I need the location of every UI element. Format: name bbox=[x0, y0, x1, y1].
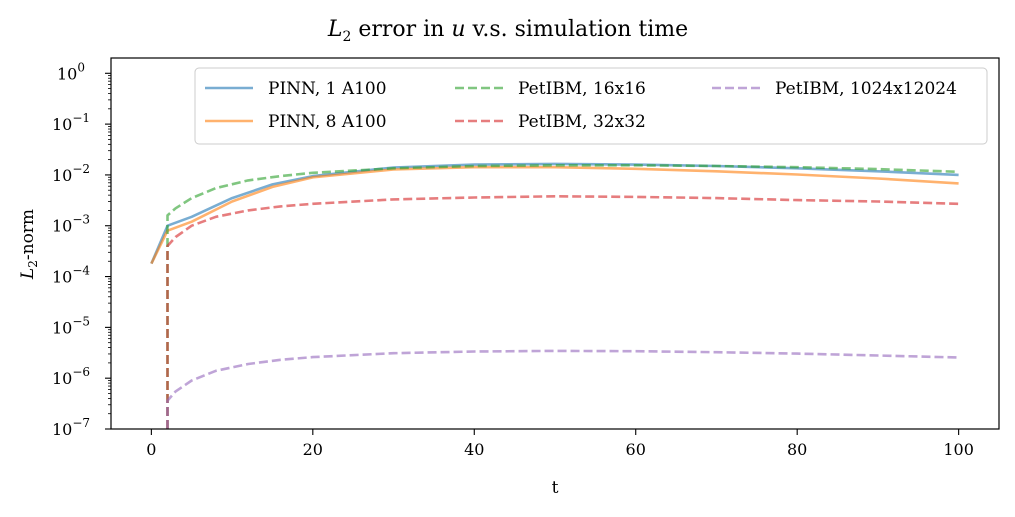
y-tick-label: 10−1 bbox=[52, 111, 90, 134]
legend-label: PINN, 8 A100 bbox=[268, 112, 387, 132]
y-axis-label: L2-norm bbox=[18, 209, 40, 280]
legend: PINN, 1 A100 PINN, 8 A100 PetIBM, 16x16 Pet… bbox=[194, 67, 988, 145]
series-layer bbox=[150, 162, 959, 429]
legend-label: PetIBM, 1024x12024 bbox=[775, 79, 957, 99]
x-tick-label: 100 bbox=[943, 440, 974, 459]
chart-title: L2 error in u v.s. simulation time bbox=[327, 17, 688, 45]
y-tick-label: 100 bbox=[57, 60, 85, 83]
y-tick-label: 10−2 bbox=[52, 162, 90, 185]
x-axis: 0 20 40 60 80 100 bbox=[146, 429, 974, 459]
legend-label: PetIBM, 16x16 bbox=[518, 79, 646, 99]
x-tick-label: 80 bbox=[787, 440, 807, 459]
legend-box bbox=[194, 67, 988, 145]
y-axis: 10−7 10−6 10−5 10−4 10−3 10−2 10−1 100 bbox=[52, 60, 111, 439]
x-tick-label: 40 bbox=[464, 440, 484, 459]
series-line-4 bbox=[166, 349, 959, 429]
y-tick-label: 10−7 bbox=[52, 416, 90, 439]
x-tick-label: 20 bbox=[303, 440, 323, 459]
series-line-3 bbox=[166, 195, 959, 429]
legend-label: PetIBM, 32x32 bbox=[518, 112, 646, 132]
y-tick-label: 10−3 bbox=[52, 213, 90, 236]
y-tick-label: 10−6 bbox=[52, 365, 90, 388]
y-tick-label: 10−5 bbox=[52, 314, 90, 337]
x-tick-label: 60 bbox=[626, 440, 646, 459]
y-tick-label: 10−4 bbox=[52, 264, 90, 287]
axes-frame bbox=[110, 57, 1000, 430]
series-line-2 bbox=[166, 164, 959, 429]
legend-label: PINN, 1 A100 bbox=[268, 79, 387, 99]
x-tick-label: 0 bbox=[146, 440, 156, 459]
x-axis-label: t bbox=[552, 478, 559, 498]
